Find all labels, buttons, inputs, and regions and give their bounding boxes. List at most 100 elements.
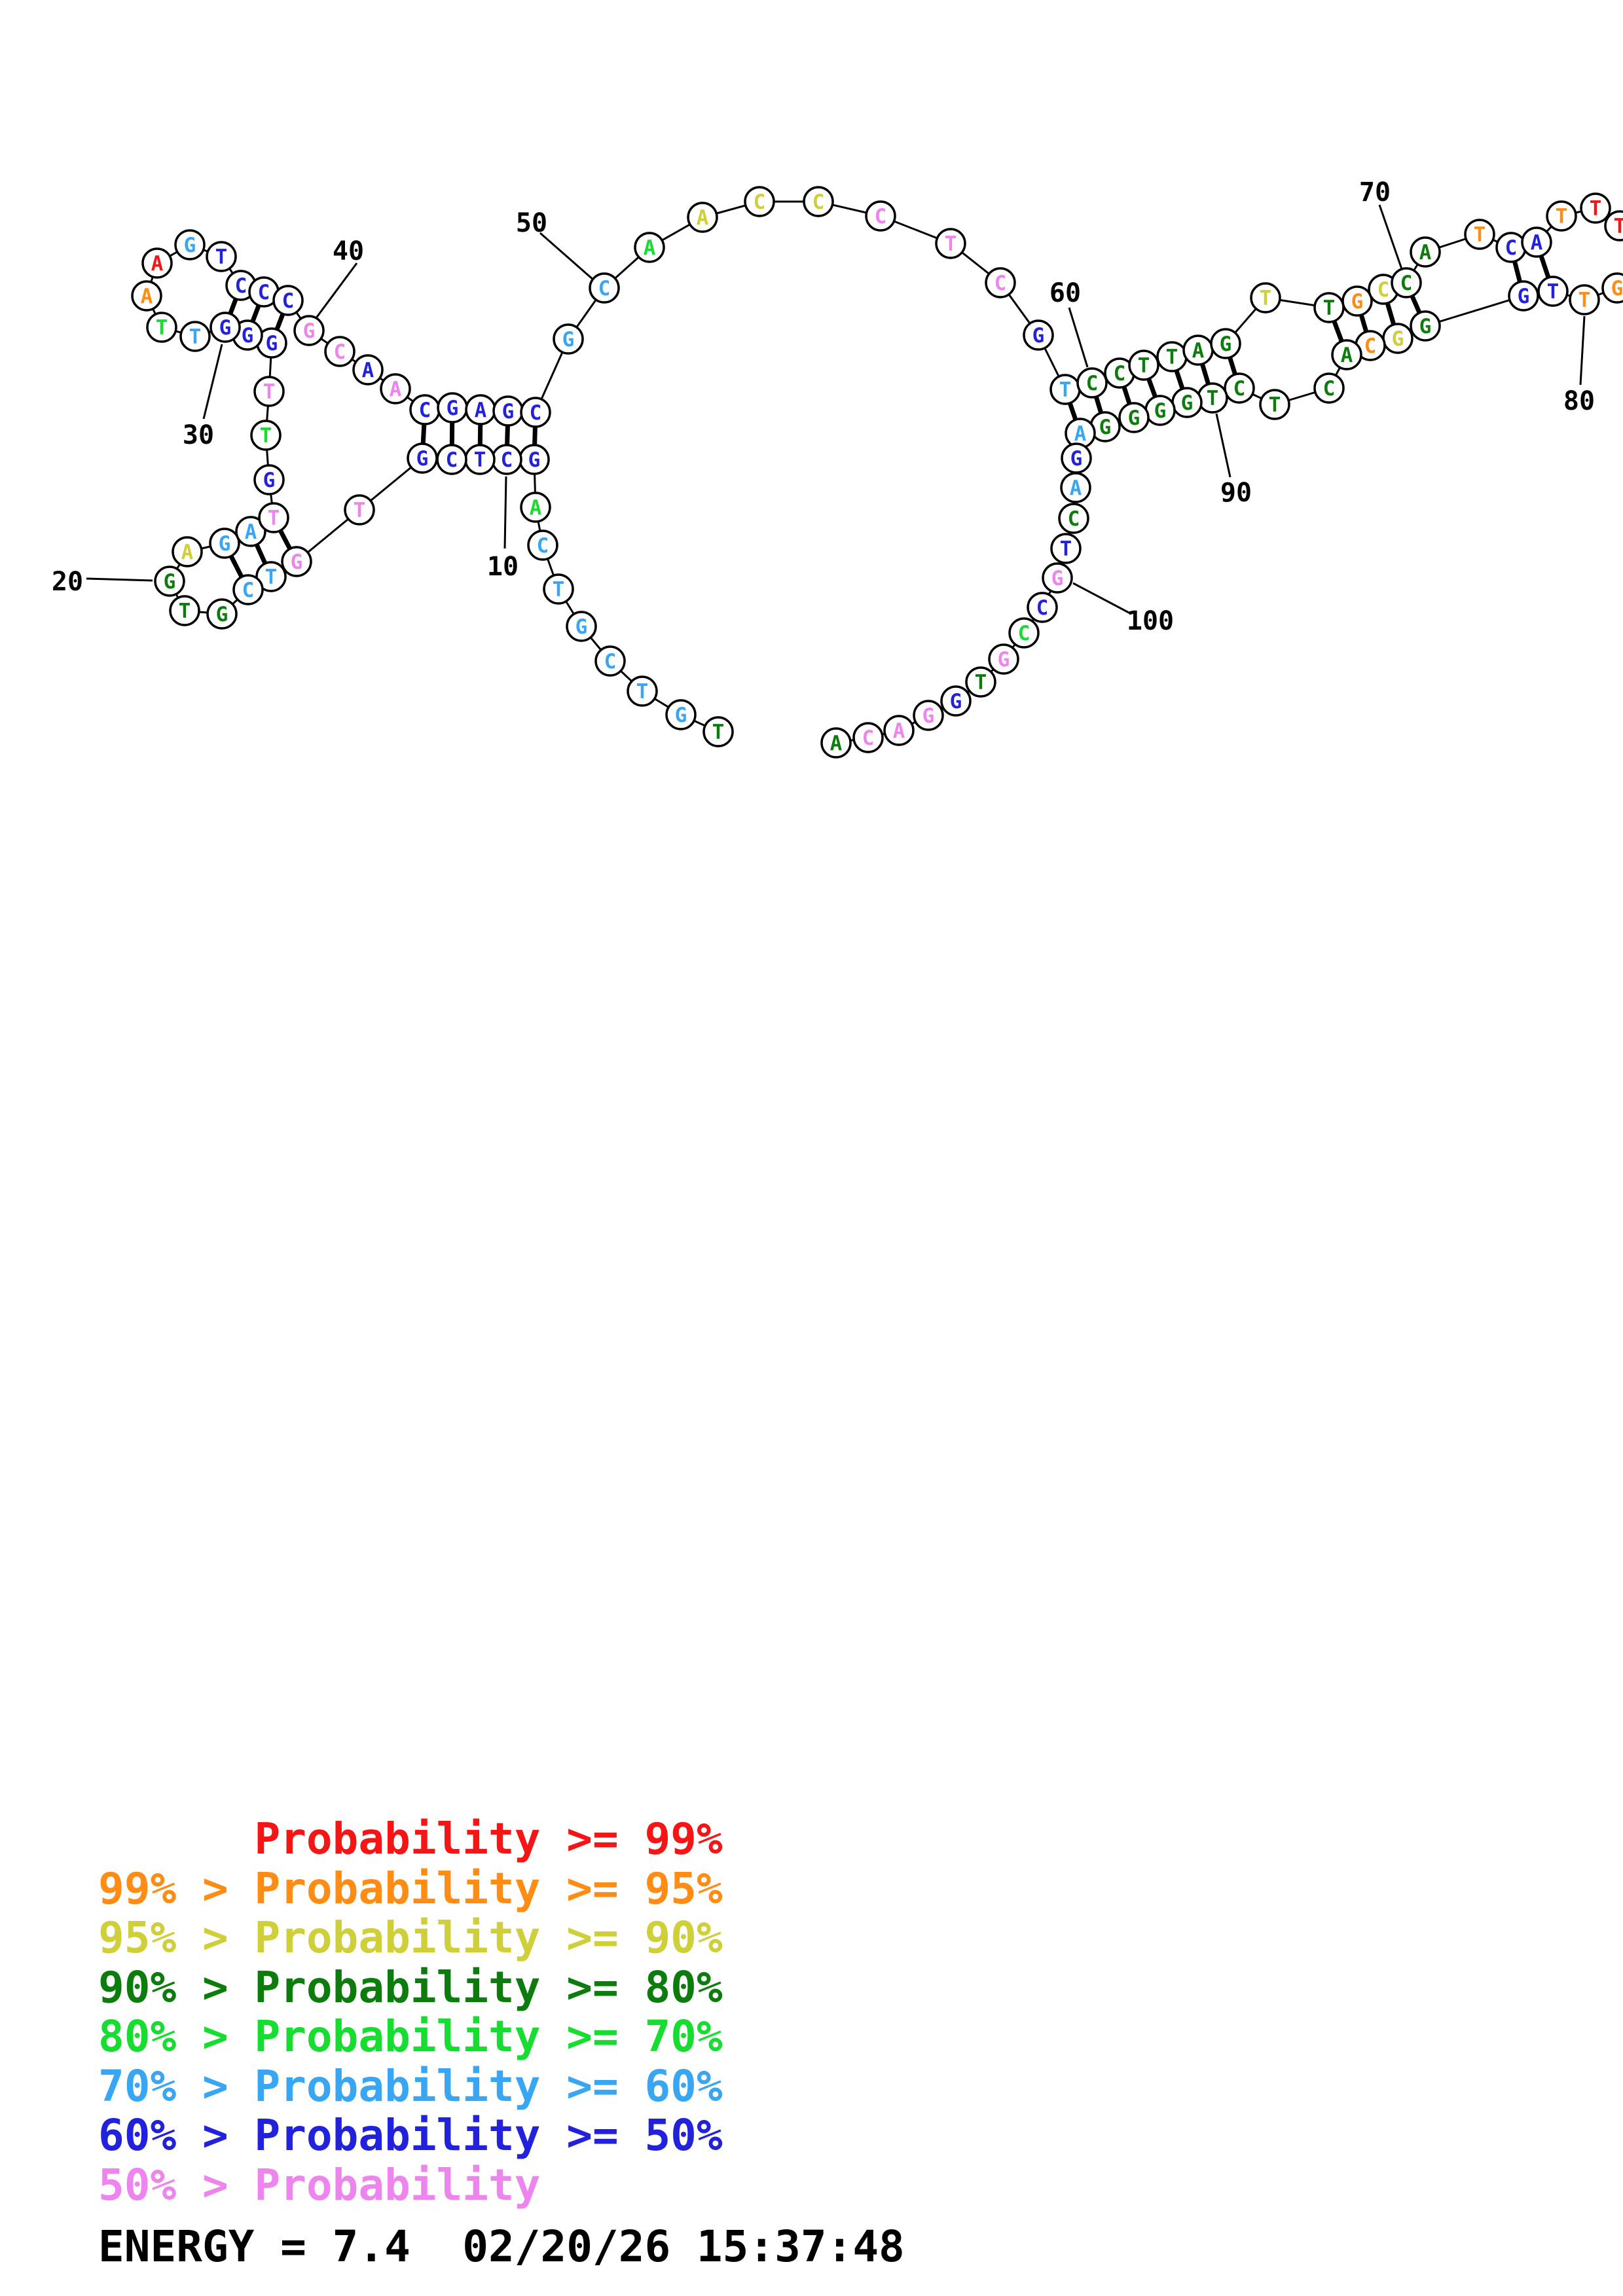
nucleotide-base: C [994, 272, 1007, 295]
nucleotide-circle [985, 267, 1016, 298]
nucleotide-circle [883, 715, 915, 746]
nucleotide-base: C [862, 726, 875, 750]
nucleotide-circle [865, 200, 896, 232]
nucleotide-base: T [263, 380, 276, 404]
nucleotide-circle [1569, 284, 1600, 315]
nucleotide-circle [141, 247, 173, 279]
nucleotide-base: T [1138, 354, 1150, 378]
nucleotide-base: G [164, 570, 176, 594]
nucleotide-circle [1118, 402, 1150, 433]
nucleotide-circle [253, 376, 285, 407]
nucleotide-circle [520, 397, 551, 428]
nucleotide-circle [1060, 472, 1091, 503]
nucleotide-base: T [553, 578, 565, 601]
nucleotide-base: C [501, 448, 513, 472]
nucleotide-circle [1410, 236, 1441, 268]
nucleotide-base: G [922, 704, 935, 728]
nucleotide-circle [172, 536, 203, 567]
nucleotide-circle [852, 722, 884, 753]
nucleotide-circle [940, 685, 972, 717]
nucleotide-base: A [181, 541, 194, 564]
nucleotide-base: T [1556, 205, 1568, 228]
nucleotide-base: C [282, 289, 295, 313]
nucleotide-base: G [950, 690, 962, 713]
nucleotide-circle [1604, 210, 1623, 242]
position-label: 30 [183, 420, 214, 450]
nucleotide-base: C [1086, 372, 1099, 395]
nucleotide-base: G [575, 615, 588, 639]
nucleotide-base: T [215, 245, 228, 269]
nucleotide-circle [174, 229, 206, 260]
nucleotide-base: C [1364, 334, 1377, 358]
label-leader-line [1072, 582, 1132, 615]
position-label: 80 [1563, 386, 1595, 416]
nucleotide-circle [131, 280, 162, 312]
nucleotide-circle [553, 323, 584, 355]
nucleotide-circle [380, 373, 411, 404]
nucleotide-circle [1508, 280, 1539, 312]
nucleotide-base: T [474, 448, 486, 472]
nucleotide-circle [913, 700, 944, 731]
nucleotide-circle [1008, 617, 1040, 649]
nucleotide-circle [1580, 192, 1611, 224]
legend-line-1: Probability >= 99% [98, 1814, 723, 1864]
nucleotide-base: T [712, 721, 725, 744]
nucleotide-base: G [1181, 391, 1194, 415]
legend-line-8: 50% > Probability [98, 2159, 541, 2210]
nucleotide-circle [1042, 562, 1073, 594]
nucleotide-circle [803, 186, 834, 217]
nucleotide-base: T [975, 671, 987, 694]
nucleotide-base: T [1269, 393, 1281, 417]
nucleotide-base: T [1547, 280, 1559, 304]
nucleotide-circle [1313, 372, 1345, 404]
position-label: 20 [52, 567, 83, 597]
nucleotide-base: C [598, 277, 611, 300]
nucleotide-base: G [1032, 324, 1045, 348]
nucleotide-base: C [604, 650, 617, 673]
nucleotide-base: G [216, 603, 228, 626]
nucleotide-base: C [1323, 377, 1336, 401]
nucleotide-base: G [242, 324, 254, 348]
nucleotide-base: G [1392, 327, 1404, 351]
nucleotide-circle [527, 529, 558, 561]
legend-line-5: 80% > Probability >= 70% [98, 2011, 723, 2062]
nucleotide-circle [253, 464, 285, 495]
nucleotide-base: A [1531, 231, 1543, 255]
nucleotide-base: A [1192, 339, 1205, 363]
nucleotide-base: G [1070, 447, 1083, 471]
probability-legend: Probability >= 99% 99% > Probability >= 9… [98, 1814, 723, 2210]
nucleotide-base: G [562, 328, 575, 351]
backbone-segment [1425, 295, 1524, 327]
nucleotide-circle [235, 516, 266, 547]
nucleotide-base: C [812, 190, 825, 214]
nucleotide-base: T [1260, 287, 1272, 310]
position-label: 50 [516, 208, 547, 238]
nucleotide-circle [1546, 200, 1577, 232]
nucleotide-circle [1391, 267, 1422, 298]
nucleotide-circle [169, 595, 200, 626]
nucleotide-base: C [875, 205, 887, 228]
nucleotide-circle [232, 574, 264, 605]
nucleotide-base: T [268, 507, 280, 530]
nucleotide-base: G [1611, 277, 1623, 300]
nucleotide-circle [206, 241, 237, 272]
nucleotide-circle [634, 232, 665, 263]
nucleotide-circle [407, 442, 438, 474]
label-leader-line [1068, 307, 1089, 368]
nucleotide-base: C [235, 274, 247, 298]
nucleotide-circle [702, 716, 734, 747]
nucleotide-circle [1341, 285, 1373, 317]
label-leader-line [86, 577, 153, 582]
nucleotide-circle [1259, 389, 1290, 420]
nucleotide-circle [744, 186, 775, 217]
nucleotide-base: A [1070, 476, 1082, 500]
nucleotide-circle [255, 561, 287, 592]
nucleotide-base: T [1323, 296, 1336, 320]
nucleotide-circle [1023, 319, 1054, 351]
nucleotide-base: G [219, 316, 232, 340]
nucleotide-base: A [1341, 344, 1353, 367]
nucleotide-circle [965, 666, 996, 698]
nucleotide-circle [352, 354, 384, 386]
nucleotide-base: G [1099, 416, 1112, 439]
